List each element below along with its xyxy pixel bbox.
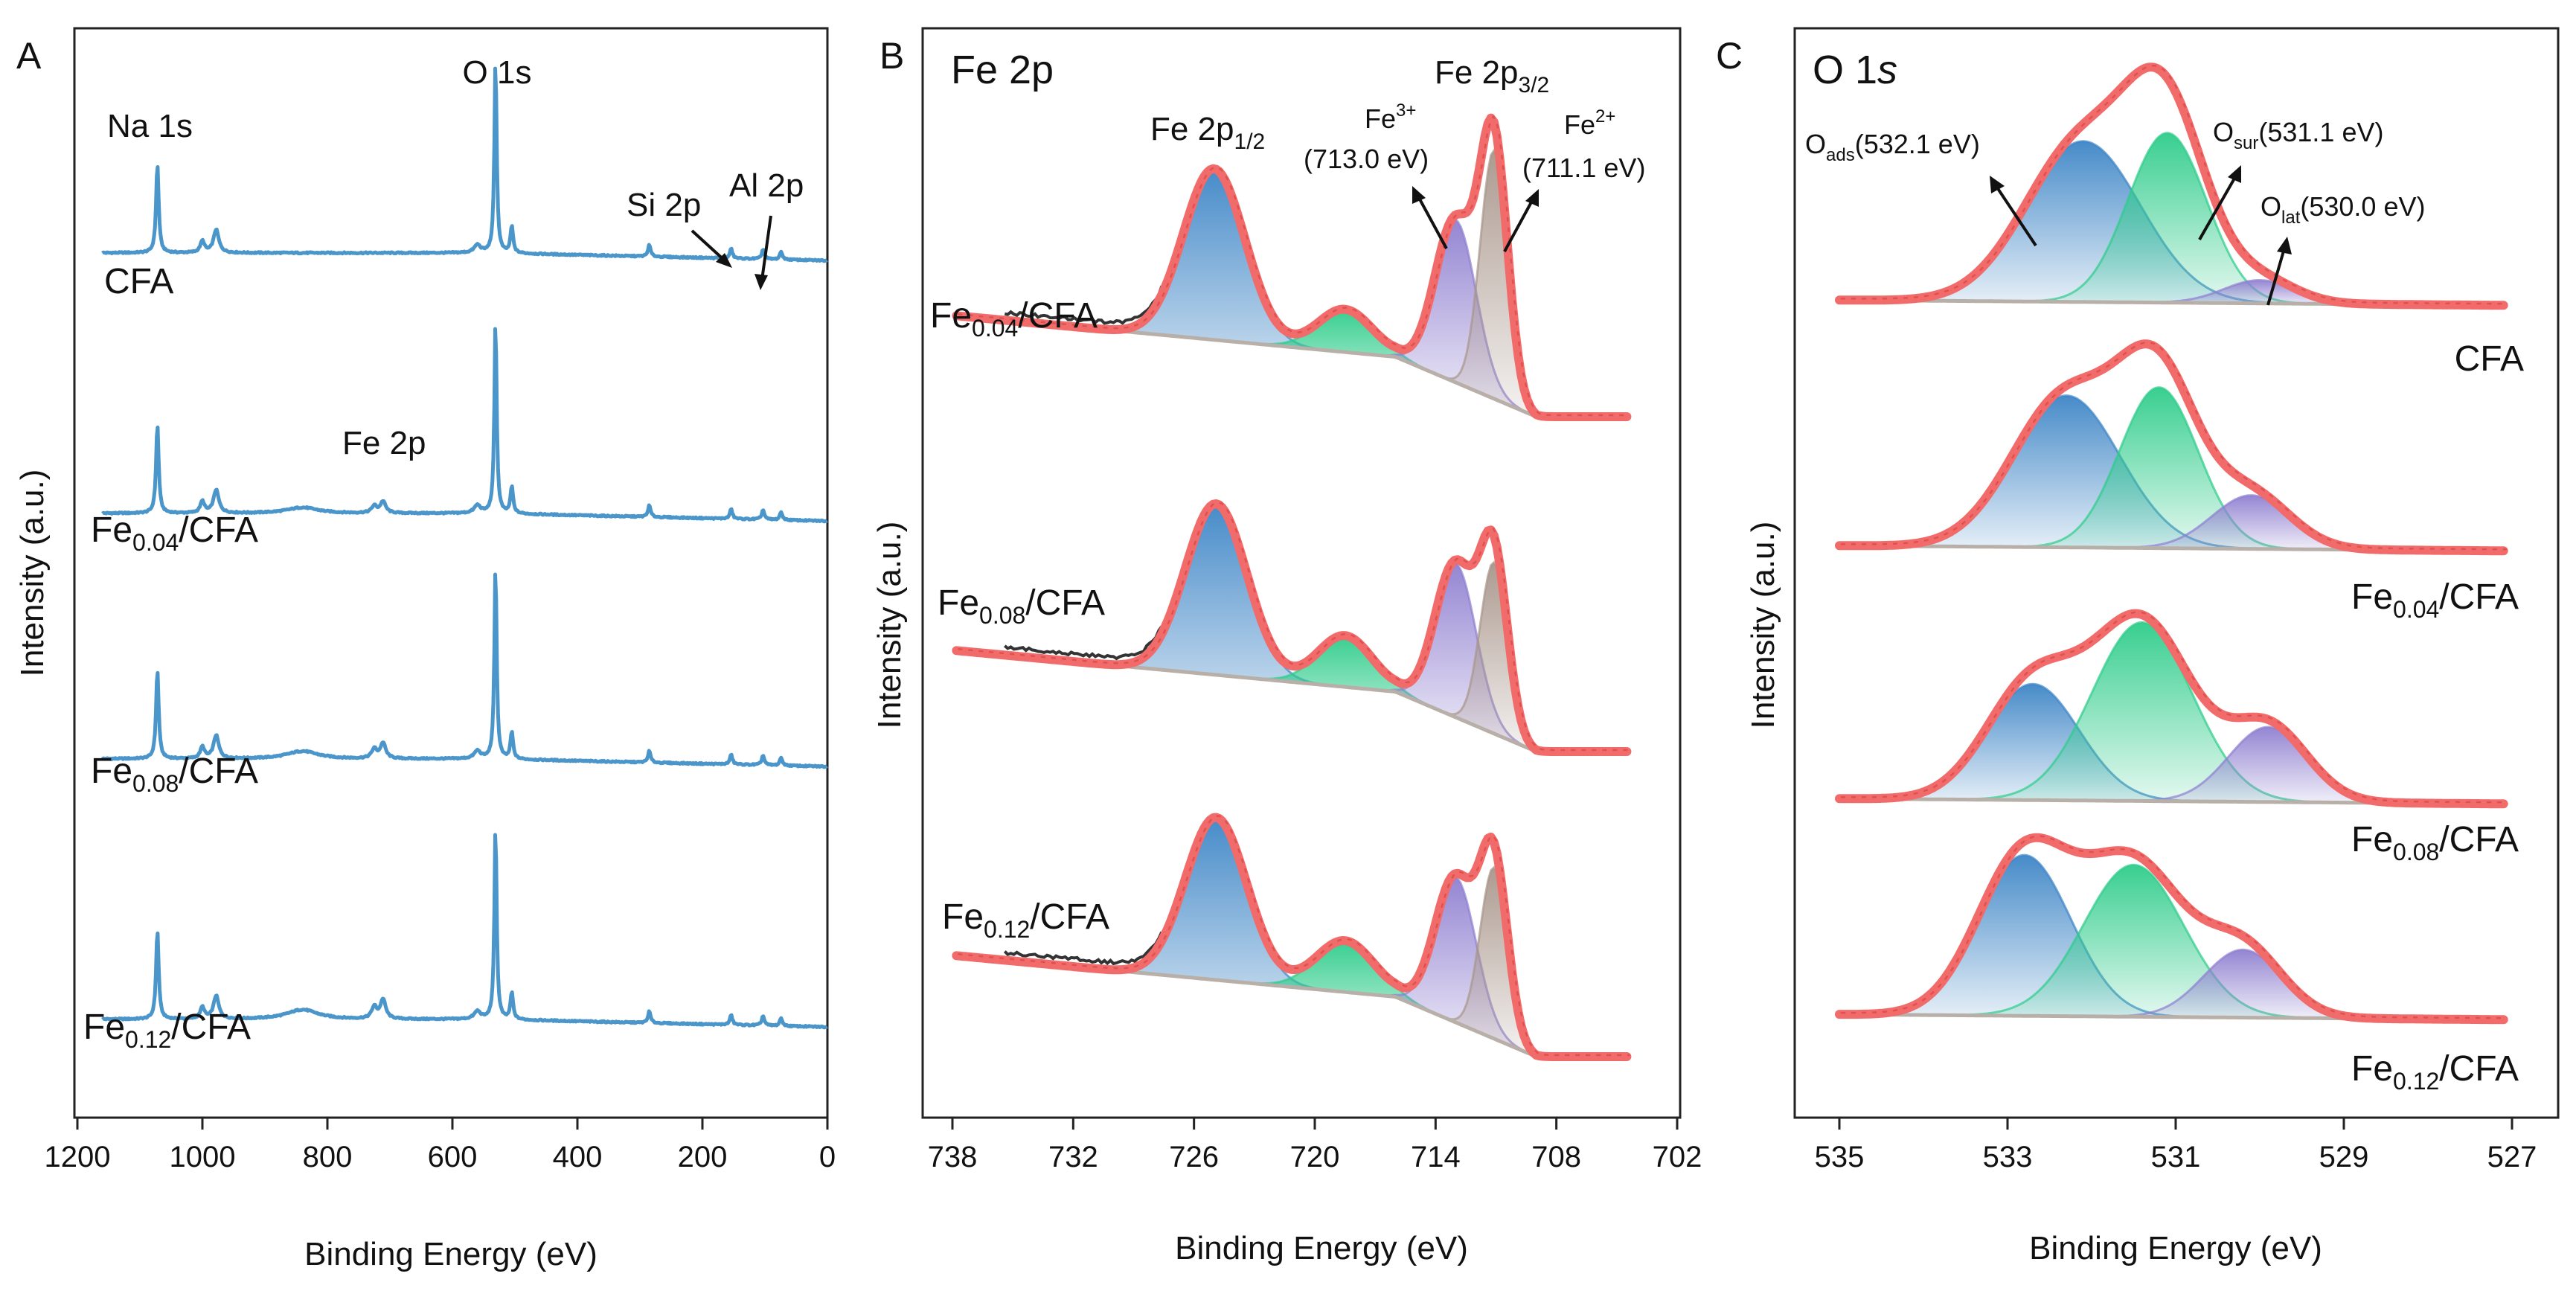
panel-c-sample-label-2: Fe0.04/CFA [2351,577,2519,623]
x-tick-label: 800 [303,1141,353,1173]
label-fe2p32: Fe 2p3/2 [1435,54,1549,97]
x-tick-label: 0 [819,1141,836,1173]
panel-a-letter: A [16,35,42,77]
panel-b-ylabel: Intensity (a.u.) [871,522,908,729]
peak-label-o1s: O 1s [463,54,532,91]
x-tick-label: 531 [2151,1141,2201,1173]
label-fe2-energy: (711.1 eV) [1522,153,1645,183]
panel-b-traces [952,113,1632,1061]
panel-b-xlabel: Binding Energy (eV) [1175,1230,1468,1266]
component-peak-fe-2p1-2 [956,816,1627,1058]
panel-b-sample-label-3: Fe0.12/CFA [942,897,1109,943]
label-fe3: Fe3+ [1365,100,1416,134]
experimental-points [1840,64,2507,305]
arrow-al2p [754,215,772,290]
x-tick-label: 714 [1411,1141,1461,1173]
peak-label-si2p: Si 2p [627,187,701,223]
panel-a-x-axis: 1200 1000 800 600 400 200 0 [45,1118,836,1173]
x-tick-label: 533 [1983,1141,2033,1173]
panel-a-xlabel: Binding Energy (eV) [304,1236,597,1272]
panel-c-sample-label-1: CFA [2455,339,2524,379]
experimental-points [1840,341,2507,551]
panel-b-sample-label-2: Fe0.08/CFA [938,583,1105,629]
x-tick-label: 535 [1815,1141,1865,1173]
x-tick-label: 1000 [170,1141,236,1173]
component-peak-fe-2p1-2 [956,502,1627,753]
x-tick-label: 738 [928,1141,978,1173]
fit-envelope [952,113,1632,421]
experimental-points [1840,835,2507,1019]
panel-c-sample-label-4: Fe0.12/CFA [2351,1049,2519,1095]
component-peak-o-sur [1839,386,2504,552]
panel-c-sample-label-3: Fe0.08/CFA [2351,820,2519,865]
panel-b-letter: B [880,35,904,77]
panel-c-ylabel: Intensity (a.u.) [1745,522,1781,729]
x-tick-label: 529 [2319,1141,2369,1173]
peak-label-na1s: Na 1s [107,108,193,144]
raw-data-line [1004,625,1164,661]
survey-series [101,327,828,524]
panel-c-letter: C [1716,35,1743,77]
label-olat: Olat(530.0 eV) [2261,191,2425,228]
panel-c-title: O 1s [1813,48,1897,92]
fit-envelope [1835,609,2508,809]
x-tick-label: 708 [1531,1141,1581,1173]
panel-c-traces [1835,63,2508,1025]
arrow-oads [1990,176,2037,247]
survey-series [101,833,828,1030]
x-tick-label: 702 [1653,1141,1702,1173]
fit-envelope [952,499,1632,756]
panel-c-xlabel: Binding Energy (eV) [2029,1230,2322,1266]
panel-a-sample-label-2: Fe0.04/CFA [91,510,258,556]
panel-c-x-axis: 535 533 531 529 527 [1815,1118,2537,1173]
experimental-points [958,501,1630,752]
panel-a-ylabel: Intensity (a.u.) [14,470,51,677]
survey-series [101,572,828,769]
fit-envelope [1835,339,2508,556]
label-oads: Oads(532.1 eV) [1805,129,1980,165]
label-osur: Osur(531.1 eV) [2213,117,2383,153]
panel-b-frame [921,27,1682,1119]
component-peak-fe2- [956,148,1627,418]
label-fe3-energy: (713.0 eV) [1304,144,1429,174]
survey-series [101,66,828,263]
x-tick-label: 1200 [45,1141,111,1173]
experimental-points [958,815,1630,1057]
panel-a-sample-label-3: Fe0.08/CFA [91,752,258,797]
panel-c: C 535 533 531 529 527 Binding Energy (eV) In… [1716,27,2560,1266]
arrow-fe2 [1503,189,1539,252]
x-tick-label: 726 [1169,1141,1219,1173]
panel-a-traces [101,66,828,1030]
panel-a-sample-label-4: Fe0.12/CFA [83,1008,251,1053]
x-tick-label: 527 [2487,1141,2537,1173]
x-tick-label: 720 [1290,1141,1340,1173]
peak-label-fe2p: Fe 2p [342,425,426,461]
panel-b: B 738 732 726 720 714 708 702 Binding Energy (… [871,27,1702,1266]
arrow-olat [2266,237,2292,306]
x-tick-label: 400 [553,1141,603,1173]
panel-b-sample-label-1: Fe0.04/CFA [930,296,1098,342]
panel-a: A 1200 1000 800 600 400 200 0 Binding Energy (… [14,27,836,1272]
label-fe2p12: Fe 2p1/2 [1150,111,1265,154]
fit-envelope [1835,63,2508,310]
panel-b-x-axis: 738 732 726 720 714 708 702 [928,1118,1702,1173]
x-tick-label: 732 [1048,1141,1098,1173]
arrow-si2p [691,229,732,268]
peak-label-al2p: Al 2p [729,167,804,204]
fit-envelope [1835,833,2508,1025]
panel-a-sample-label-1: CFA [104,262,173,301]
raw-data-line [1003,931,1164,966]
experimental-points [1840,611,2507,804]
arrow-fe3 [1412,186,1448,249]
x-tick-label: 200 [678,1141,728,1173]
panel-a-frame [73,27,829,1119]
label-fe2: Fe2+ [1564,106,1615,140]
fit-envelope [952,813,1632,1061]
raw-data-line [1004,285,1164,325]
x-tick-label: 600 [428,1141,478,1173]
panel-b-title: Fe 2p [951,48,1054,92]
arrow-osur [2198,165,2241,240]
